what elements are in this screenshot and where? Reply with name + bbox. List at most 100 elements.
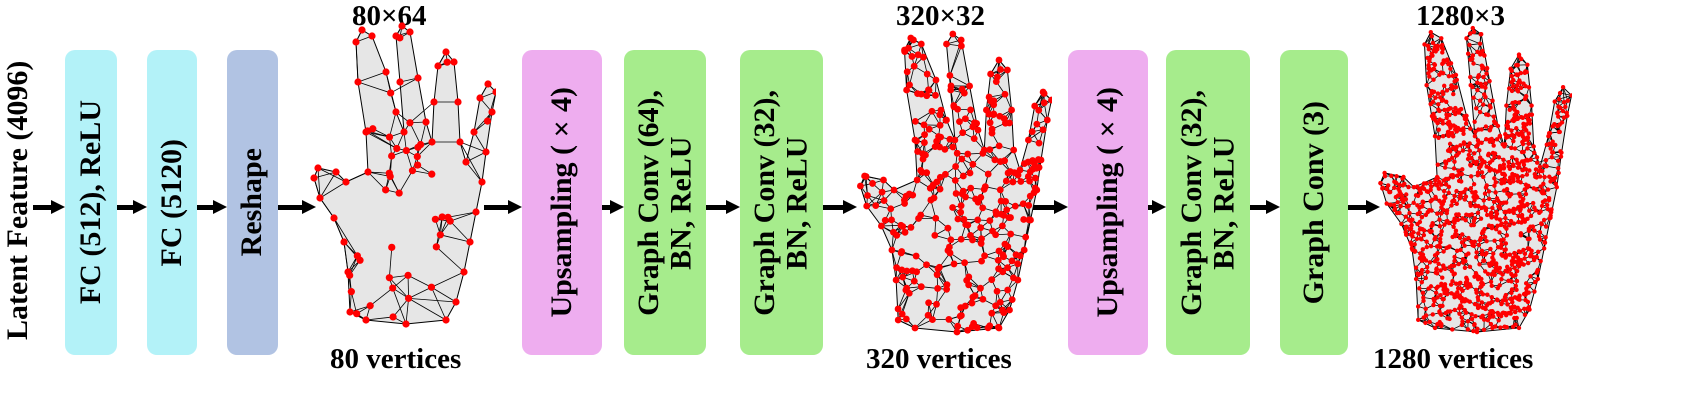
mesh-vertex bbox=[1479, 300, 1485, 305]
mesh-vertex bbox=[933, 137, 940, 145]
mesh-vertex bbox=[1413, 265, 1419, 270]
mesh-vertex bbox=[937, 133, 945, 141]
mesh-vertex bbox=[1456, 168, 1461, 174]
mesh-vertex bbox=[1561, 115, 1567, 120]
mesh-vertex bbox=[1479, 290, 1484, 295]
mesh-vertex bbox=[1032, 174, 1039, 182]
mesh-vertex bbox=[1431, 89, 1437, 94]
mesh-vertex bbox=[1489, 294, 1494, 300]
mesh-vertex bbox=[933, 300, 940, 308]
mesh-vertex bbox=[941, 170, 949, 178]
mesh-vertex bbox=[1502, 180, 1507, 185]
mesh-vertex bbox=[1429, 51, 1434, 56]
mesh-vertex bbox=[936, 263, 943, 271]
mesh-vertex bbox=[1525, 116, 1531, 122]
mesh-vertex bbox=[1532, 255, 1538, 260]
mesh-vertex bbox=[1486, 261, 1492, 267]
mesh-vertex bbox=[929, 181, 937, 189]
arrow bbox=[1250, 200, 1280, 214]
mesh-vertex bbox=[1428, 243, 1434, 249]
mesh-vertex bbox=[1527, 208, 1532, 213]
mesh-vertex bbox=[1404, 192, 1409, 197]
mesh-vertex bbox=[1019, 200, 1027, 208]
mesh-vertex bbox=[389, 313, 397, 321]
mesh-vertex bbox=[1462, 265, 1468, 270]
mesh-vertex bbox=[1486, 196, 1492, 201]
mesh-vertex bbox=[1483, 81, 1488, 86]
mesh-vertex bbox=[1453, 105, 1458, 111]
mesh-vertex bbox=[923, 70, 931, 78]
mesh-vertex bbox=[1442, 165, 1448, 170]
mesh-vertex bbox=[1483, 206, 1489, 211]
mesh-vertex bbox=[1444, 115, 1449, 121]
mesh-vertex bbox=[1498, 238, 1504, 243]
mesh-vertex bbox=[1411, 200, 1416, 206]
mesh-vertex bbox=[1494, 211, 1500, 216]
mesh-vertex bbox=[917, 40, 925, 48]
upsampling-block-2: Upsampling (×4) bbox=[1068, 50, 1148, 355]
mesh-vertex bbox=[1537, 174, 1543, 179]
mesh-vertex bbox=[1020, 160, 1028, 167]
mesh-vertex bbox=[1458, 143, 1463, 148]
mesh-vertex bbox=[1463, 194, 1469, 199]
mesh-vertex bbox=[1451, 145, 1456, 150]
mesh-vertex bbox=[1522, 256, 1527, 261]
mesh-vertex bbox=[1441, 91, 1446, 97]
mesh-vertex bbox=[994, 323, 1002, 331]
mesh-vertex bbox=[1520, 173, 1525, 179]
mesh-vertex bbox=[450, 58, 458, 66]
mesh-vertex bbox=[947, 82, 955, 90]
block-line: Graph Conv (32), bbox=[748, 89, 782, 316]
mesh-vertex bbox=[1511, 210, 1516, 216]
mesh-vertex bbox=[1468, 200, 1473, 206]
mesh-vertex bbox=[1440, 50, 1445, 55]
mesh-vertex bbox=[917, 166, 925, 174]
mesh-vertex bbox=[1475, 75, 1481, 80]
mesh-vertex bbox=[1509, 80, 1514, 85]
mesh-vertex bbox=[387, 89, 395, 97]
mesh-vertex bbox=[954, 215, 962, 223]
mesh-vertex bbox=[1540, 188, 1546, 193]
mesh-vertex bbox=[1528, 213, 1534, 219]
mesh-vertex bbox=[987, 70, 994, 78]
mesh-vertex bbox=[1458, 280, 1463, 285]
mesh-vertex bbox=[1473, 287, 1479, 293]
mesh-vertex bbox=[1498, 245, 1504, 250]
mesh-vertex bbox=[484, 80, 492, 88]
mesh-vertex bbox=[1475, 210, 1481, 215]
mesh-vertex bbox=[388, 243, 396, 251]
mesh-vertex bbox=[1427, 260, 1433, 265]
mesh-vertex bbox=[1546, 130, 1552, 136]
mesh-vertex bbox=[1479, 84, 1485, 89]
mesh-vertex bbox=[1453, 281, 1459, 286]
mesh-vertex bbox=[1388, 202, 1393, 207]
mesh-vertex bbox=[1441, 249, 1446, 254]
mesh-vertex bbox=[1430, 312, 1435, 317]
mesh-vertex bbox=[1503, 220, 1508, 225]
mesh-vertex bbox=[1503, 298, 1509, 303]
mesh-vertex bbox=[1490, 150, 1496, 156]
mesh-vertex bbox=[1435, 250, 1440, 256]
mesh-vertex bbox=[1002, 177, 1010, 185]
mesh-vertex bbox=[1556, 96, 1562, 102]
fc-512-relu-block: FC (512), ReLU bbox=[65, 50, 117, 355]
mesh-vertex bbox=[1516, 191, 1522, 197]
mesh-vertex bbox=[1444, 208, 1450, 213]
mesh-vertex bbox=[1486, 223, 1492, 228]
mesh-vertex bbox=[1499, 277, 1504, 282]
mesh-vertex bbox=[925, 125, 933, 133]
mesh-vertex bbox=[1035, 164, 1043, 171]
mesh-vertex bbox=[1487, 301, 1493, 306]
block-label: Graph Conv (64), BN, ReLU bbox=[632, 90, 698, 316]
mesh-vertex bbox=[1433, 234, 1438, 240]
mesh-vertex bbox=[1436, 186, 1442, 191]
mesh-vertex bbox=[466, 238, 474, 246]
mesh-vertex bbox=[1492, 168, 1497, 173]
mesh-vertex bbox=[1465, 319, 1471, 324]
block-label: Graph Conv (3) bbox=[1297, 101, 1330, 304]
mesh-vertex bbox=[1525, 246, 1531, 251]
mesh-vertex bbox=[1502, 248, 1507, 253]
mesh-vertex bbox=[1450, 327, 1455, 332]
mesh-vertex bbox=[1514, 268, 1520, 274]
mesh-vertex bbox=[1395, 200, 1400, 205]
